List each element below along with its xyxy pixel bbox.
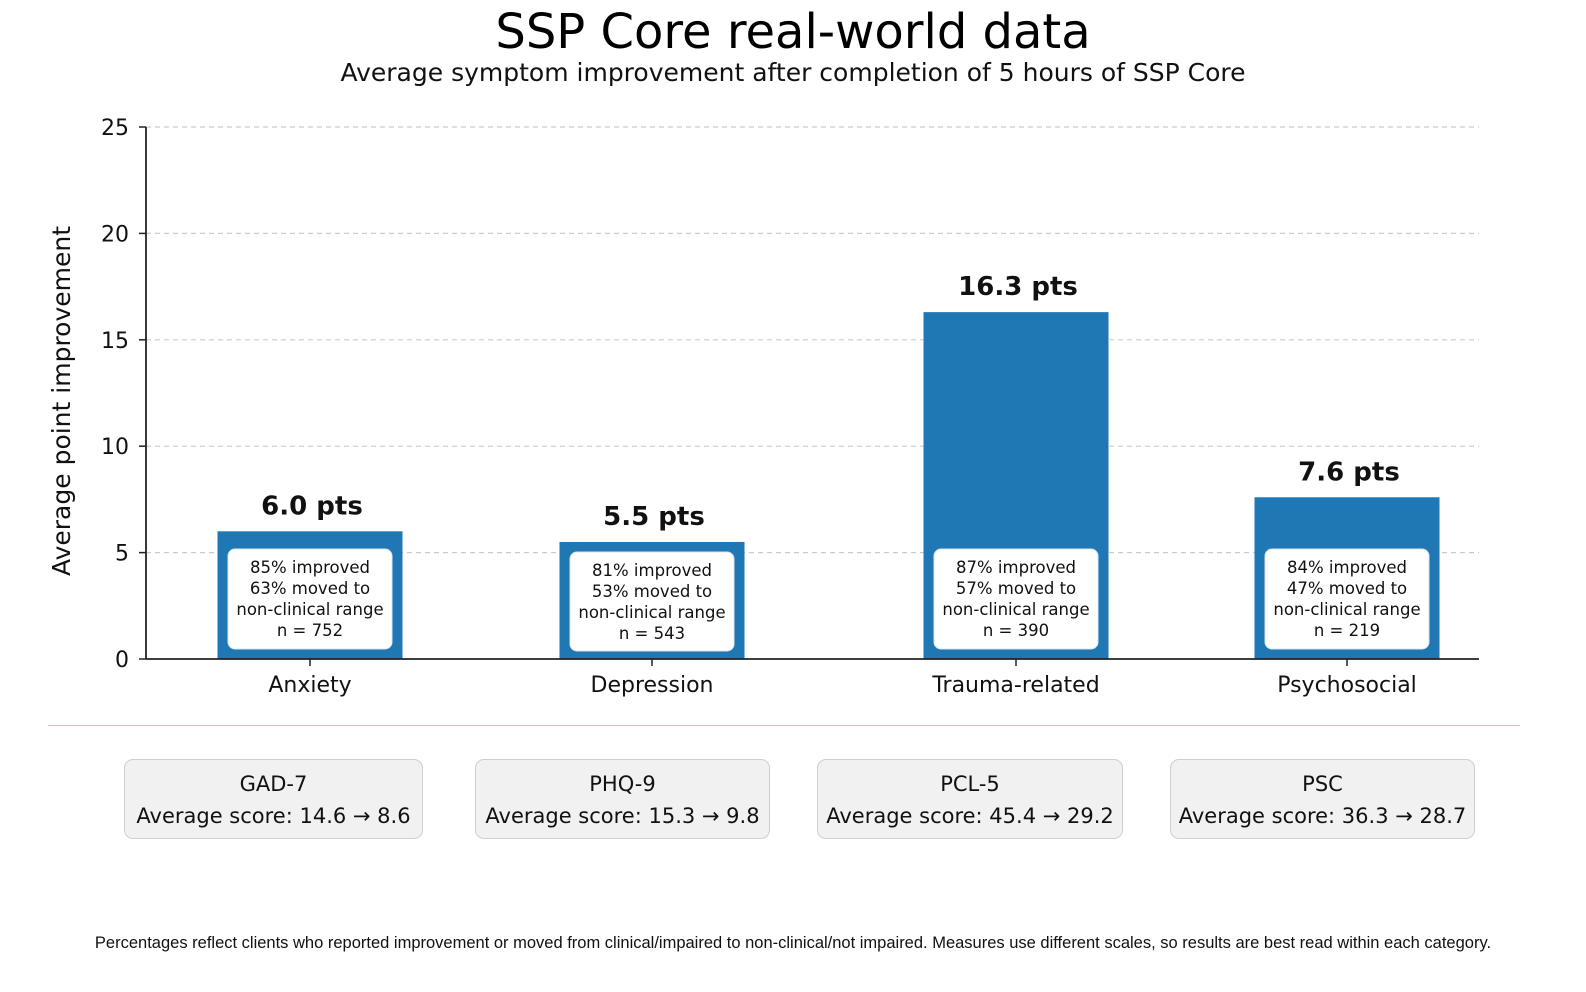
annotation-line: non-clinical range xyxy=(236,600,383,619)
annotation-line: n = 390 xyxy=(983,621,1049,640)
x-tick-label: Depression xyxy=(591,673,714,698)
y-tick-label: 25 xyxy=(101,116,129,141)
y-axis-label: Average point improvement xyxy=(47,226,76,576)
measure-card-psc: PSC Average score: 36.3 → 28.7 xyxy=(1170,759,1475,839)
annotation-line: 87% improved xyxy=(956,558,1076,577)
bar-value-label: 7.6 pts xyxy=(1298,457,1400,487)
measure-score: Average score: 14.6 → 8.6 xyxy=(136,804,411,828)
measure-name: PSC xyxy=(1302,772,1343,796)
y-tick-label: 20 xyxy=(101,222,129,247)
measure-card-phq9: PHQ-9 Average score: 15.3 → 9.8 xyxy=(475,759,770,839)
y-tick-label: 0 xyxy=(115,648,129,673)
measure-card-gad7: GAD-7 Average score: 14.6 → 8.6 xyxy=(124,759,423,839)
annotation-line: n = 752 xyxy=(277,621,343,640)
measure-score: Average score: 45.4 → 29.2 xyxy=(826,804,1114,828)
annotation-line: 81% improved xyxy=(592,561,712,580)
annotation-line: non-clinical range xyxy=(578,603,725,622)
y-tick-label: 5 xyxy=(115,542,129,567)
bar-value-label: 16.3 pts xyxy=(958,272,1078,302)
measure-score: Average score: 36.3 → 28.7 xyxy=(1178,804,1467,828)
chart-title: SSP Core real-world data xyxy=(495,4,1091,60)
annotation-line: n = 543 xyxy=(619,624,685,643)
y-tick-label: 15 xyxy=(101,329,129,354)
bar-value-label: 5.5 pts xyxy=(603,502,705,532)
measure-card-pcl5: PCL-5 Average score: 45.4 → 29.2 xyxy=(817,759,1123,839)
annotation-box xyxy=(933,548,1099,650)
x-tick-label: Trauma-related xyxy=(931,673,1099,698)
measure-name: GAD-7 xyxy=(239,772,308,796)
annotation-line: 53% moved to xyxy=(592,582,712,601)
footnote: Percentages reflect clients who reported… xyxy=(94,934,1492,952)
bar-value-label: 6.0 pts xyxy=(261,491,363,521)
annotation-line: non-clinical range xyxy=(1273,600,1420,619)
annotation-box xyxy=(227,548,393,650)
measure-name: PHQ-9 xyxy=(589,772,656,796)
annotation-box xyxy=(1264,548,1430,650)
measure-name: PCL-5 xyxy=(940,772,1000,796)
chart-subtitle: Average symptom improvement after comple… xyxy=(340,58,1246,87)
annotation-line: n = 219 xyxy=(1314,621,1380,640)
annotation-line: 47% moved to xyxy=(1287,579,1407,598)
annotation-line: 84% improved xyxy=(1287,558,1407,577)
measure-score: Average score: 15.3 → 9.8 xyxy=(485,804,760,828)
annotation-line: 63% moved to xyxy=(250,579,370,598)
annotation-box xyxy=(569,551,735,652)
y-tick-label: 10 xyxy=(101,435,129,460)
section-divider xyxy=(48,725,1520,726)
annotation-line: non-clinical range xyxy=(942,600,1089,619)
x-tick-label: Anxiety xyxy=(268,673,351,698)
x-tick-label: Psychosocial xyxy=(1277,673,1417,698)
annotation-line: 57% moved to xyxy=(956,579,1076,598)
bar-chart: 0 5 10 15 20 25 Average point improvement 6.0 p… xyxy=(47,116,1479,698)
annotation-line: 85% improved xyxy=(250,558,370,577)
